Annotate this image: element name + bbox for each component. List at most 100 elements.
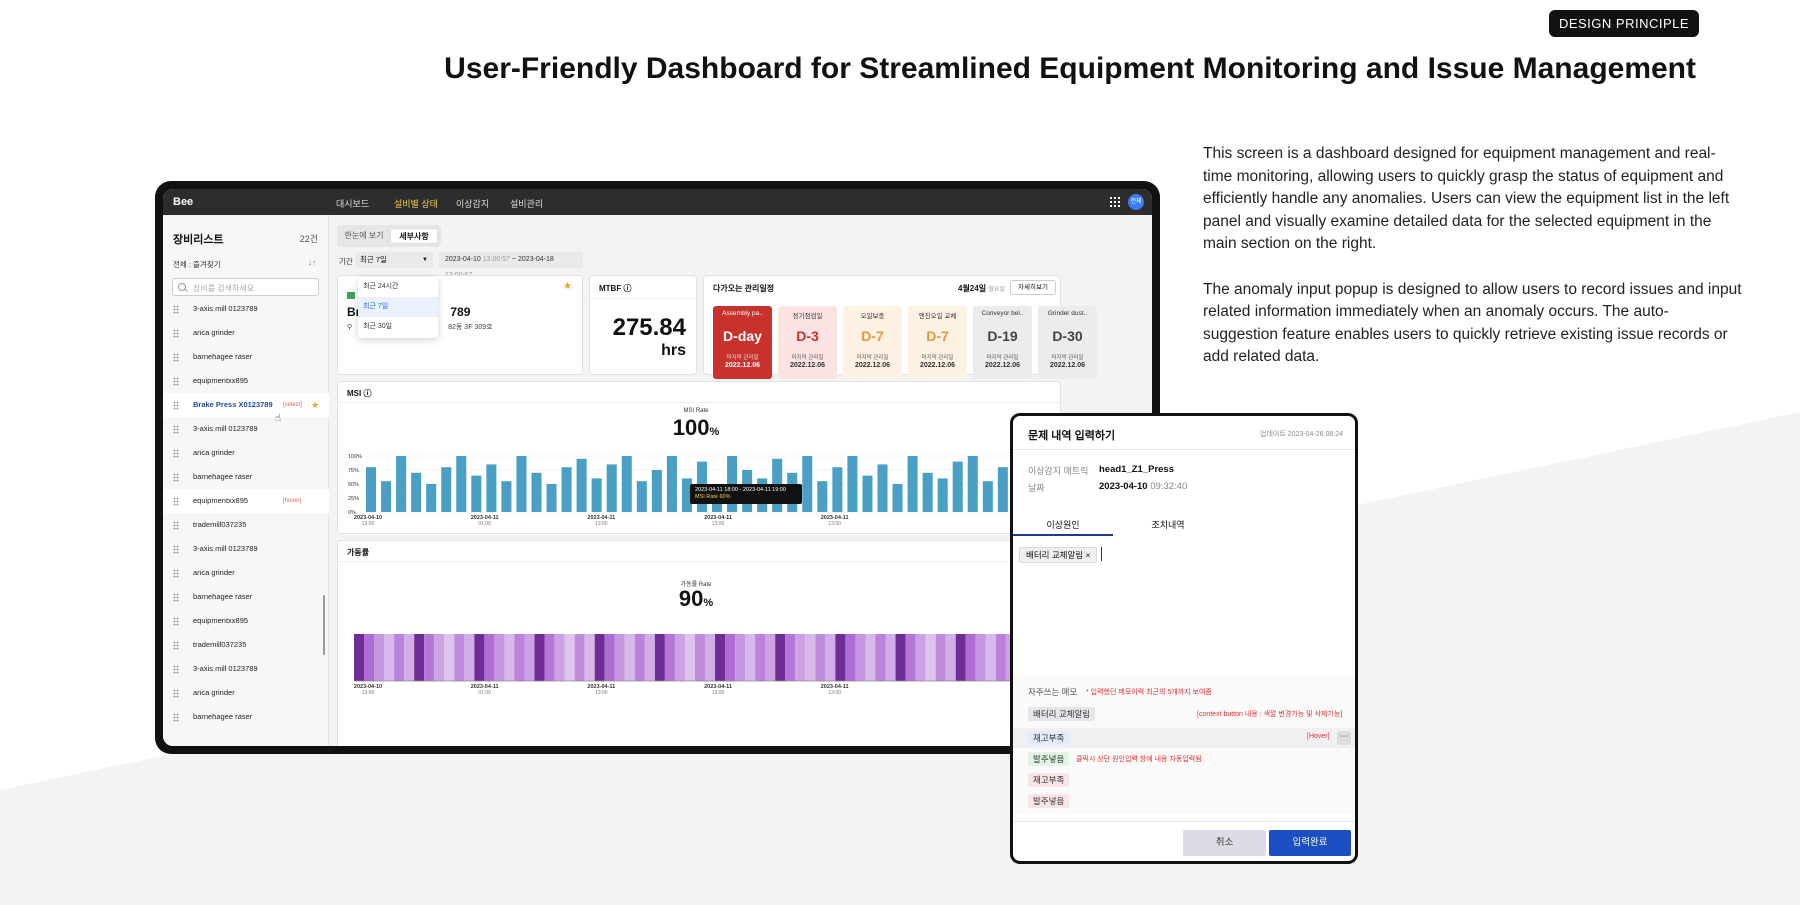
sidebar-item[interactable]: 3-axis mill 0123789 [163,297,329,321]
favorite-star-icon[interactable]: ★ [311,400,320,410]
heatmap-cell [424,634,435,681]
period-option-7d[interactable]: 최근 7일 [358,297,438,317]
drag-handle-icon[interactable] [173,641,179,650]
drag-handle-icon[interactable] [173,569,179,578]
sidebar-item[interactable]: 3-axis mill 0123789 [163,417,329,441]
nav-anomaly-detection[interactable]: 이상감지 [456,199,490,209]
heatmap-cell [995,634,1006,681]
page-title: User-Friendly Dashboard for Streamlined … [444,52,1696,85]
drag-handle-icon[interactable] [173,713,179,722]
memo-chip-2[interactable]: 재고부족 [1028,731,1070,745]
period-option-30d[interactable]: 최근 30일 [363,323,393,330]
cancel-button[interactable]: 취소 [1183,830,1266,856]
sidebar-item[interactable]: equipmentxx895 [hover] [163,489,329,513]
sidebar-item[interactable]: anca grinder [163,681,329,705]
sidebar-item[interactable]: anca grinder [163,321,329,345]
sidebar-item[interactable]: anca grinder [163,441,329,465]
x-tick-label: 2023-04-11 [704,515,732,521]
top-nav-bar: Bee 대시보드 설비별 상태 이상감지 설비관리 전체 [163,189,1152,215]
schedule-item[interactable]: Grinder dust.. D-30 마지막 관리일 2022.12.06 [1038,306,1097,379]
msi-bar [441,467,452,512]
sidebar-item[interactable]: 3-axis mill 0123789 [163,657,329,681]
sidebar-item[interactable]: anca grinder [163,561,329,585]
memo-chip-1[interactable]: 배터리 교체알림 [1028,707,1096,721]
sidebar-item[interactable]: 3-axis mill 0123789 [163,537,329,561]
sidebar-item[interactable]: Brake Press X0123789 [select] ★ [163,393,329,417]
sidebar-scrollbar[interactable] [323,595,325,655]
date-range[interactable]: 2023-04-10 13:00:57 ~ 2023-04-18 13:00:5… [439,252,583,279]
mtbf-card: MTBF ⓘ 275.84 hrs [589,275,697,375]
drag-handle-icon[interactable] [173,593,179,602]
equipment-search-input[interactable]: 장비를 검색하세요 [172,278,319,296]
drag-handle-icon[interactable] [173,449,179,458]
favorites-filter[interactable]: 전체 : 즐겨찾기 [173,260,221,269]
schedule-item-label: 마지막 관리일 [856,355,889,361]
drag-handle-icon[interactable] [173,689,179,698]
sidebar-item[interactable]: trademill037235 [163,513,329,537]
period-option-24h[interactable]: 최근 24시간 [363,283,399,290]
drag-handle-icon[interactable] [173,425,179,434]
drag-handle-icon[interactable] [173,353,179,362]
drag-handle-icon[interactable] [173,521,179,530]
schedule-item[interactable]: 정기점검일 D-3 마지막 관리일 2022.12.06 [778,306,837,379]
drag-handle-icon[interactable] [173,377,179,386]
tab-details[interactable]: 세부사항 [390,228,438,244]
drag-handle-icon[interactable] [173,617,179,626]
memo-chip-4[interactable]: 재고부족 [1028,773,1070,787]
sidebar-item[interactable]: barnehagee raser [163,585,329,609]
tab-cause[interactable]: 이상원인 [1013,518,1113,536]
apps-grid-icon[interactable] [1110,197,1120,207]
drag-handle-icon[interactable] [173,545,179,554]
drag-handle-icon[interactable] [173,473,179,482]
sidebar-item[interactable]: barnehagee raser [163,705,329,729]
nav-dashboard[interactable]: 대시보드 [336,199,370,209]
avatar[interactable]: 전체 [1128,194,1144,210]
favorite-star-icon[interactable]: ★ [563,281,572,292]
cause-chip[interactable]: 배터리 교체알림 × [1019,547,1098,563]
sidebar-item-label: trademill037235 [193,520,247,529]
memo-chip-3[interactable]: 발주넣음 [1028,752,1070,766]
sidebar-item[interactable]: barnehagee raser [163,465,329,489]
drag-handle-icon[interactable] [173,497,179,506]
schedule-item-d: D-7 [926,328,949,344]
sidebar-item[interactable]: trademill037235 [163,633,329,657]
schedule-item[interactable]: 오일보충 D-7 마지막 관리일 2022.12.06 [843,306,902,379]
equipment-sidebar: 장비리스트 22건 전체 : 즐겨찾기 ↓↑ 장비를 검색하세요 3-axis … [163,215,329,746]
msi-bar [666,456,677,512]
nav-equipment-management[interactable]: 설비관리 [510,199,544,209]
sidebar-item-label: anca grinder [193,568,235,577]
text-caret [1101,547,1102,561]
heatmap-cell [684,634,695,681]
sidebar-item-label: trademill037235 [193,640,247,649]
drag-handle-icon[interactable] [173,305,179,314]
sidebar-item[interactable]: equipmentxx895 [163,369,329,393]
msi-bar [411,472,422,512]
metric-value: head1_Z1_Press [1099,464,1174,475]
chip-close-icon[interactable]: × [1085,550,1091,560]
range-start-time: 13:00:57 [482,256,511,263]
view-more-button[interactable]: 자세히보기 [1010,280,1056,295]
schedule-item[interactable]: 엔진오일 교체 D-7 마지막 관리일 2022.12.06 [908,306,967,379]
nav-equipment-status[interactable]: 설비별 상태 [394,199,438,209]
tab-action[interactable]: 조치내역 [1151,520,1185,530]
drag-handle-icon[interactable] [173,665,179,674]
msi-bar-chart: 100%75%50%25%0%2023-04-1013:002023-04-11… [348,454,1056,527]
memo-chip-5[interactable]: 발주넣음 [1028,794,1070,808]
tab-overview[interactable]: 한눈에 보기 [344,231,384,240]
sidebar-item[interactable]: barnehagee raser [163,345,329,369]
drag-handle-icon[interactable] [173,329,179,338]
x-tick-label: 2023-04-11 [821,684,849,690]
more-options-icon[interactable]: ⋯ [1337,731,1351,745]
mtbf-unit: hrs [661,342,686,359]
heatmap-cell [554,634,565,681]
period-select[interactable]: 최근 7일 ▼ [355,252,433,268]
msi-bar [651,470,662,512]
sidebar-item[interactable]: equipmentxx895 [163,609,329,633]
schedule-item[interactable]: Conveyor bel.. D-19 마지막 관리일 2022.12.06 [973,306,1032,379]
sort-icon[interactable]: ↓↑ [308,258,316,267]
drag-handle-icon[interactable] [173,401,179,410]
equipment-name: Br 789 [347,305,470,319]
schedule-item[interactable]: Assembly pa.. D-day 마지막 관리일 2022.12.06 [713,306,772,379]
sidebar-item-label: 3-axis mill 0123789 [193,424,258,433]
submit-button[interactable]: 입력완료 [1269,830,1351,856]
